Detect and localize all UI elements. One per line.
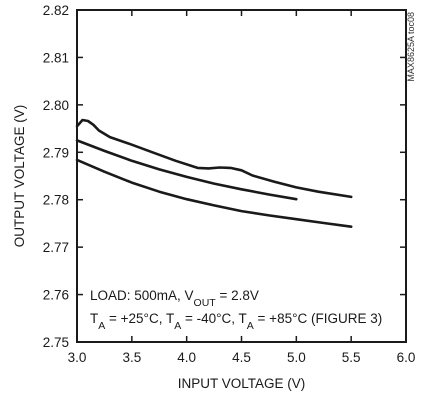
y-tick-label: 2.78 [43,193,69,208]
y-tick-label: 2.81 [43,50,69,65]
x-axis-label: INPUT VOLTAGE (V) [178,376,306,391]
y-tick-label: 2.77 [43,240,69,255]
annotation-line-2-subscript: A [98,320,105,332]
annotation-line-2-subscript: A [174,320,181,332]
annotation-line-2-text: = +85°C (FIGURE 3) [254,311,382,326]
x-tick-label: 4.5 [232,350,251,365]
annotation-line-1-subscript: OUT [194,297,217,309]
annotation-line-2-text: = +25°C, T [105,311,174,326]
y-tick-label: 2.80 [43,98,69,113]
annotation-line-1-prefix: LOAD: 500mA, V [90,288,194,303]
x-tick-label: 4.0 [177,350,196,365]
x-tick-label: 6.0 [397,350,416,365]
x-tick-label: 3.0 [68,350,87,365]
y-tick-label: 2.76 [43,288,69,303]
annotation-line-2-text: = -40°C, T [181,311,247,326]
series-line-1 [75,118,353,199]
series-line-3 [75,158,353,228]
x-tick-label: 5.0 [287,350,306,365]
series-group [75,118,353,228]
y-tick-label: 2.79 [43,145,69,160]
annotation-line-2-text: T [90,311,98,326]
annotation-line-2-subscript: A [247,320,254,332]
figure-code: MAX8625A toc08 [406,12,416,82]
annotation-line-2: TA = +25°C, TA = -40°C, TA = +85°C (FIGU… [90,311,382,332]
series-line-2 [75,139,298,201]
axis-ticks: 2.82 2.81 2.80 2.79 2.78 2.77 2.76 2.753.0 3.5 4.… [43,3,416,365]
y-axis-label: OUTPUT VOLTAGE (V) [12,105,27,248]
annotation-line-1-suffix: = 2.8V [216,288,259,303]
x-tick-label: 5.5 [342,350,361,365]
x-tick-label: 3.5 [122,350,141,365]
y-tick-label: 2.82 [43,3,69,18]
y-tick-label: 2.75 [43,335,69,350]
annotation-line-1: LOAD: 500mA, VOUT = 2.8V [90,288,259,309]
